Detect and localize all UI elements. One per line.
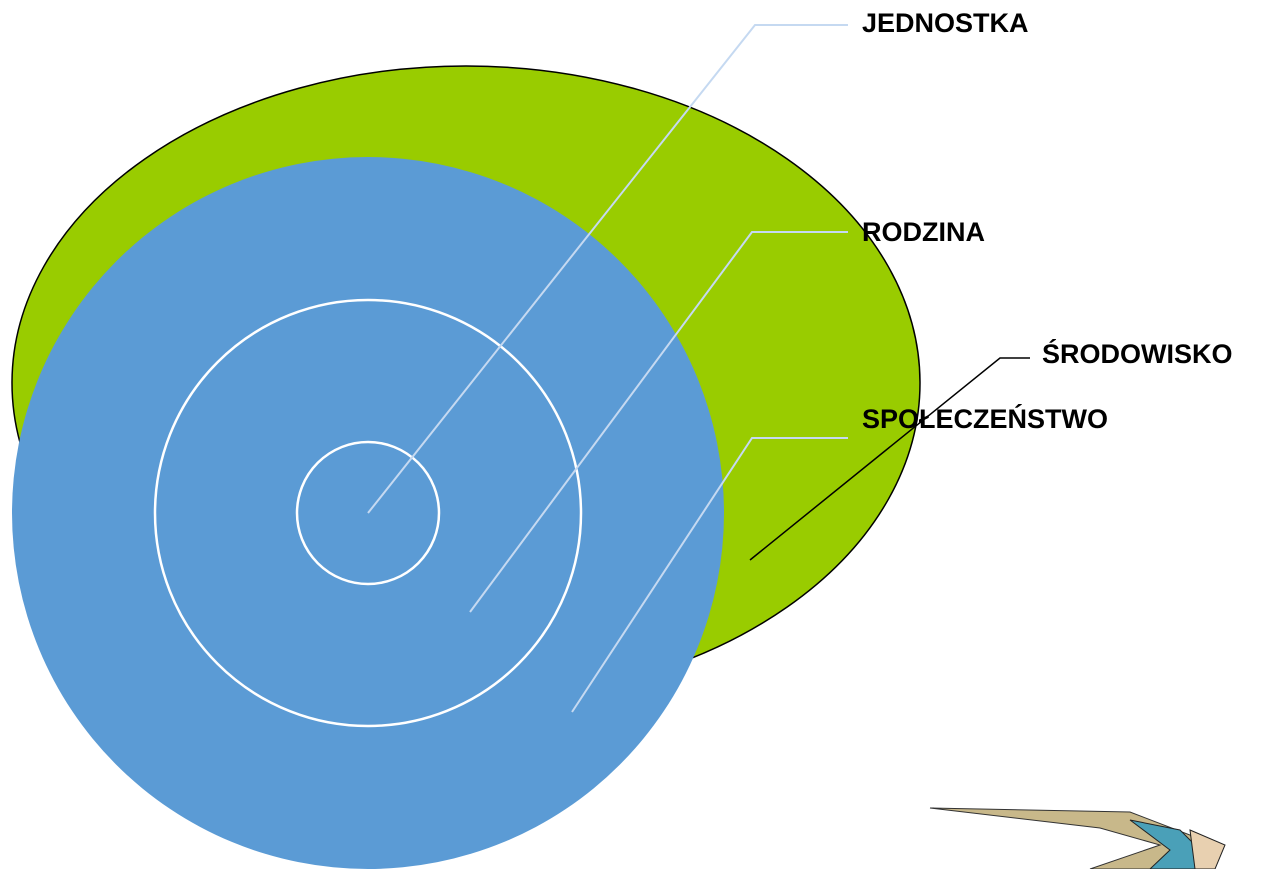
label: JEDNOSTKA	[862, 8, 1029, 38]
clipart	[930, 808, 1225, 869]
label: ŚRODOWISKO	[1042, 338, 1233, 369]
page: JEDNOSTKA RODZINA SPOŁECZEŃSTWO ŚRODOWIS…	[0, 0, 1270, 869]
label: RODZINA	[862, 217, 985, 247]
label: SPOŁECZEŃSTWO	[862, 403, 1108, 434]
diagram: JEDNOSTKA RODZINA SPOŁECZEŃSTWO ŚRODOWIS…	[0, 0, 1270, 869]
